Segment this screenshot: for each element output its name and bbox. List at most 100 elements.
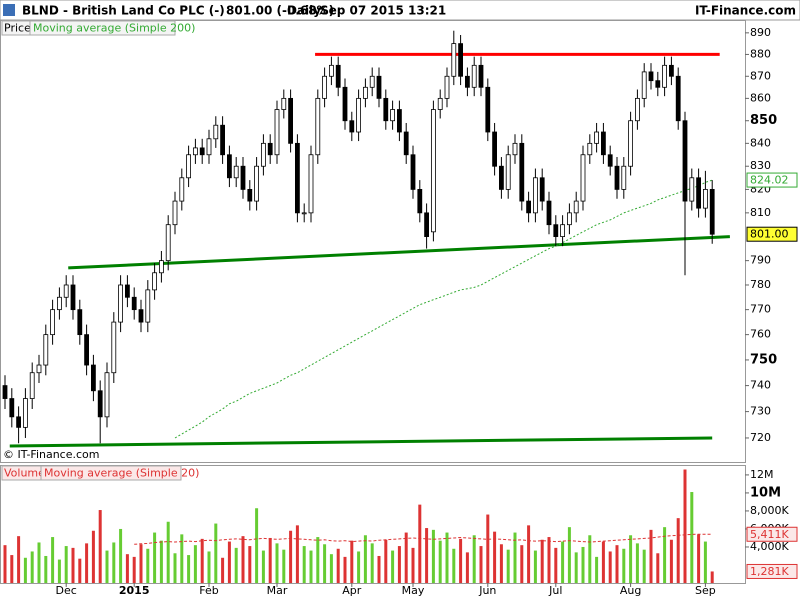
volume-bar [710,571,714,583]
volume-bar [173,553,177,583]
volume-bar [370,543,374,583]
legend-ma20: Moving average (Simple 20) [44,467,199,480]
candle-body [464,75,470,88]
candle-body [226,154,232,179]
candle-body [138,309,144,323]
volume-bar [431,529,435,583]
volume-bar [57,559,61,583]
volume-bar [547,537,551,583]
candle-body [607,154,613,167]
volume-bar [336,548,340,583]
candle-body [281,97,287,110]
candle-body [43,334,49,366]
trendline [9,436,713,448]
candle-body [383,97,389,122]
candle-body [601,131,606,156]
candle-body [669,64,674,77]
volume-bar [125,554,129,583]
volume-bar [676,518,680,583]
candle-body [519,142,525,202]
volume-bar [343,556,347,583]
volume-bar [159,540,163,583]
last-value-label: 5,411K [750,528,789,541]
candle-body [628,120,633,167]
candle-body [675,75,681,122]
candle-body [335,64,341,88]
candle-body [315,97,321,156]
candle-body [36,364,42,374]
volume-bar [261,550,265,583]
candle-body [152,272,158,291]
volume-bar [302,546,306,583]
volume-bar [418,504,422,583]
volume-bar [513,532,517,583]
candle-body [70,284,76,311]
candle-body [526,200,531,214]
volume-bar [588,535,592,583]
y-tick-label: 770 [750,303,771,316]
candle-body [308,154,314,214]
candle-body [260,142,266,167]
candle-body [655,80,661,88]
y-tick-label: 740 [750,379,771,392]
y-tick-label: 4,000K [750,540,789,553]
volume-bar [561,541,565,583]
volume-bar [635,543,639,583]
y-tick-label: 780 [750,278,771,291]
volume-bar [683,469,687,583]
x-tick-label: Sep [695,584,716,597]
volume-bar [78,558,82,583]
candle-body [29,372,35,399]
candle-body [376,75,382,99]
candle-body [567,212,572,226]
y-tick-label: 850 [750,113,777,128]
volume-bar [486,514,490,583]
y-tick-label: 870 [750,69,771,82]
candle-body [553,224,559,237]
candle-body [492,131,498,167]
legend-volume: Volume [4,467,45,480]
x-tick-label: Jul [548,584,562,597]
x-tick-label: Jun [478,584,496,597]
candle-body [16,416,22,428]
volume-bar [601,541,605,583]
candle-body [342,86,348,122]
candle-body [471,64,477,88]
volume-bar [479,546,483,583]
candle-body [186,154,192,179]
candle-body [274,109,280,156]
candle-body [131,296,137,311]
candle-body [437,97,443,110]
candle-body [594,131,599,144]
legend-box [40,465,182,481]
volume-bar [459,538,463,583]
volume-bar [180,534,184,583]
volume-bar [649,529,653,583]
volume-bar [119,528,123,583]
candle-body [179,177,185,202]
y-tick-label: 840 [750,136,771,149]
volume-moving-average [134,533,713,545]
volume-bar [425,528,429,583]
volume-bar [193,545,197,583]
candle-body [267,142,273,156]
candle-body [635,97,640,122]
candle-body [91,364,96,392]
candle-body [192,147,198,156]
candle-body [50,309,55,336]
candle-body [2,385,8,399]
volume-bar [146,548,150,583]
volume-bar [98,510,102,583]
volume-bar [91,530,95,583]
volume-bar [166,521,170,583]
candle-body [621,165,627,190]
candle-body [97,390,103,418]
volume-bar [153,532,157,583]
volume-bar [275,543,279,583]
y-tick-label: 890 [750,26,771,39]
candle-body [158,260,164,274]
candle-body [172,200,178,226]
volume-bar [221,557,225,583]
candle-body [125,284,130,298]
candle-body [417,189,423,214]
